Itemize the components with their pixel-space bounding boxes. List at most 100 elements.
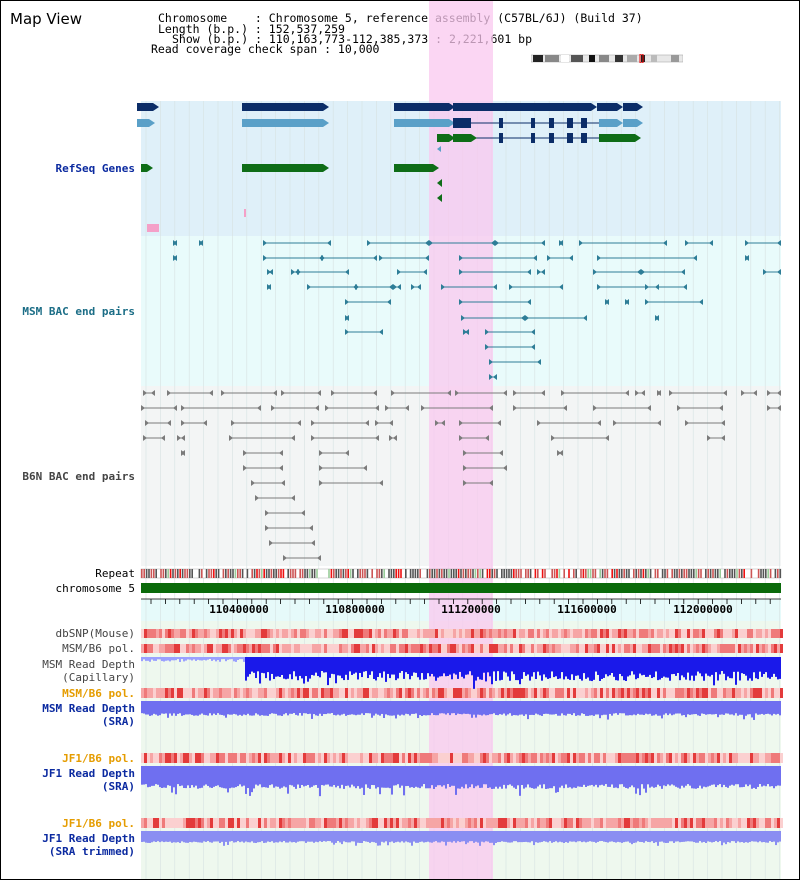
jf1-depth-trimmed [201,831,203,843]
jf1-depth-trimmed [651,831,653,842]
msm-b6-pol-heat-2 [198,688,201,698]
repeat-mark [316,569,318,578]
dbsnp-heat [516,629,519,638]
jf1-depth-sra [311,766,313,787]
msm-b6-pol-heat [708,644,711,653]
msm-depth-sra [589,701,591,716]
jf1-depth-sra [363,766,365,795]
msm-b6-pol-heat [435,644,438,653]
msm-depth-capillary [389,657,391,679]
jf1-depth-trimmed [209,831,211,843]
b6n-bac-pair-end [497,420,501,426]
jf1-depth-sra [351,766,353,785]
b6n-bac-pair-end [181,405,185,411]
repeat-mark [582,569,585,578]
jf1-depth-trimmed [195,831,197,842]
msm-b6-pol-heat [588,644,591,653]
msm-depth-sra [605,701,607,715]
msm-depth-capillary [275,657,277,677]
repeat-mark [515,569,517,578]
msm-b6-pol-heat-2 [207,688,210,698]
jf1-b6-pol-heat [741,753,744,763]
msm-b6-pol-heat [357,644,360,653]
jf1-b6-pol-heat-2 [729,818,732,828]
msm-b6-pol-heat [153,644,156,653]
msm-depth-capillary [701,657,703,677]
msm-b6-pol-heat-2 [423,688,426,698]
jf1-b6-pol-heat-2 [540,818,543,828]
jf1-b6-pol-heat-2 [264,818,267,828]
jf1-b6-pol-heat [465,753,468,763]
b6n-bac-pair-end [541,390,545,396]
jf1-depth-trimmed [193,831,195,842]
jf1-depth-sra [237,766,239,787]
jf1-depth-sra [491,766,493,789]
msm-b6-pol-heat-2 [189,688,192,698]
jf1-depth-trimmed [711,831,713,843]
msm-depth-sra [481,701,483,716]
jf1-depth-trimmed [145,831,147,843]
repeat-mark [649,569,652,578]
jf1-b6-pol-heat-2 [645,818,648,828]
repeat-mark [601,569,604,578]
msm-depth-sra [681,701,683,716]
jf1-depth-trimmed [423,831,425,843]
dbsnp-heat [315,629,318,638]
msm-depth-capillary [561,657,563,673]
dbsnp-heat [693,629,696,638]
msm-b6-pol-heat-2 [336,688,339,698]
chromosome-ideogram[interactable] [531,54,683,63]
jf1-b6-pol-heat [621,753,624,763]
dbsnp-heat [402,629,405,638]
msm-b6-pol-heat [525,644,528,653]
jf1-depth-trimmed [417,831,419,843]
msm-bac-pair-end [373,255,377,261]
msm-depth-capillary-light [199,657,201,661]
dbsnp-heat [669,629,672,638]
jf1-depth-sra [343,766,345,789]
jf1-depth-sra [631,766,633,786]
msm-b6-pol-heat-2 [438,688,441,698]
msm-b6-pol-heat-2 [570,688,573,698]
jf1-depth-trimmed [219,831,221,843]
msm-b6-pol-heat [351,644,354,653]
msm-depth-sra [143,701,145,714]
jf1-depth-trimmed [359,831,361,843]
jf1-depth-trimmed [775,831,777,846]
b6n-bac-pair-end [317,390,321,396]
jf1-b6-pol-heat [594,753,597,763]
msm-depth-sra [503,701,505,714]
msm-b6-pol-heat-2 [657,688,660,698]
dbsnp-heat [246,629,249,638]
jf1-b6-pol-heat [750,753,753,763]
msm-depth-sra [395,701,397,719]
msm-b6-pol-heat [312,644,315,653]
jf1-depth-sra [183,766,185,789]
jf1-b6-pol-heat [177,753,180,763]
jf1-depth-sra [323,766,325,786]
msm-b6-pol-heat [408,644,411,653]
msm-b6-pol-heat-2 [483,688,486,698]
jf1-depth-trimmed [483,831,485,843]
msm-depth-capillary [683,657,685,678]
msm-b6-pol-heat [603,644,606,653]
jf1-depth-trimmed [553,831,555,843]
msm-depth-sra [451,701,453,714]
msm-bac-pair-end [489,374,493,380]
jf1-depth-trimmed [285,831,287,843]
msm-depth-sra [191,701,193,715]
jf1-b6-pol-heat [513,753,516,763]
b6n-bac-pair-end [677,405,681,411]
jf1-b6-pol-heat-2 [723,818,726,828]
msm-depth-capillary [527,657,529,675]
repeat-mark [265,569,268,578]
msm-bac-pair-end [459,269,463,275]
msm-b6-pol-heat [492,644,495,653]
msm-bac-pair-end [307,284,311,290]
dbsnp-heat [240,629,243,638]
msm-b6-pol-heat-2 [246,688,249,698]
jf1-b6-pol-heat-2 [378,818,381,828]
jf1-b6-pol-heat-2 [321,818,324,828]
msm-depth-sra [205,701,207,716]
